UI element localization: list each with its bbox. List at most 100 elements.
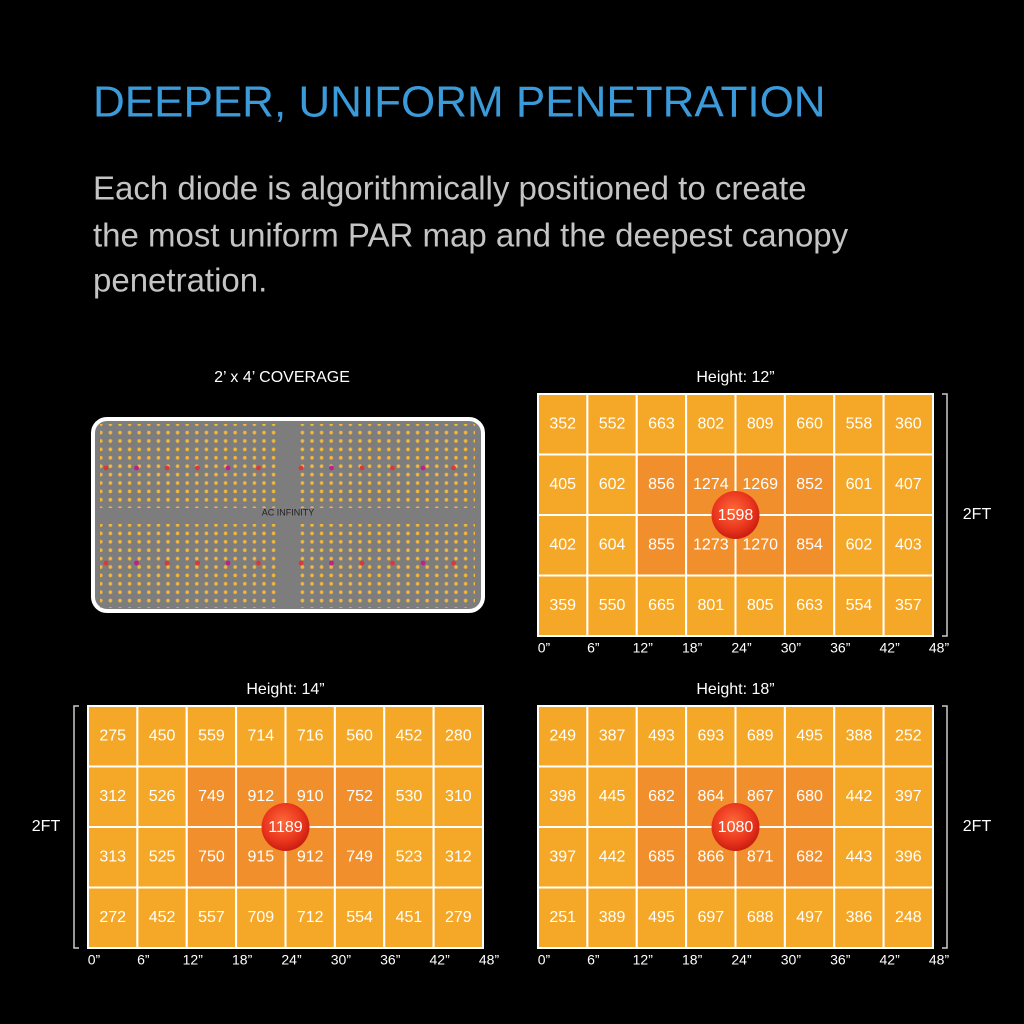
par-map: Height: 18” 249 387 493 693 689 495 388 252 398 44…	[537, 681, 991, 968]
cell-value: 360	[895, 415, 922, 432]
diode	[390, 465, 395, 471]
diode	[298, 465, 304, 471]
led-array	[297, 424, 475, 508]
cell-value: 397	[895, 788, 922, 805]
x-label: 24”	[281, 952, 302, 968]
map-cell	[333, 886, 386, 949]
cell-value: 680	[796, 788, 823, 805]
diode	[359, 560, 365, 566]
peak-marker	[711, 491, 760, 539]
description-line: the most uniform PAR map and the deepest…	[93, 217, 849, 254]
x-label: 48”	[929, 640, 950, 656]
led-array	[100, 524, 278, 608]
cell-value: 709	[247, 909, 274, 926]
map-cell	[783, 393, 836, 456]
cell-value: 442	[599, 848, 626, 865]
cell-value: 685	[648, 848, 675, 865]
map-cell	[783, 574, 836, 637]
cell-value: 249	[549, 727, 576, 744]
map-cell	[432, 705, 484, 768]
cell-value: 1273	[693, 536, 729, 553]
x-label: 0”	[538, 952, 551, 968]
cell-value: 682	[648, 788, 675, 805]
peak-marker	[711, 803, 760, 851]
map-cell	[537, 886, 589, 949]
map-cell	[87, 826, 139, 889]
light-panel: AC INFINITY	[91, 417, 485, 613]
cell-value: 280	[445, 727, 472, 744]
x-label: 24”	[731, 952, 752, 968]
map-cell	[833, 574, 885, 637]
cell-value: 389	[599, 909, 626, 926]
cell-value: 716	[297, 727, 324, 744]
cell-value: 1270	[742, 536, 778, 553]
cell-value: 912	[297, 848, 324, 865]
cell-value: 495	[796, 727, 823, 744]
x-label: 42”	[880, 952, 901, 968]
map-cell	[586, 393, 638, 456]
description-line: penetration.	[93, 262, 267, 299]
cell-value: 663	[796, 597, 823, 614]
cell-value: 450	[149, 727, 176, 744]
diode	[329, 560, 334, 566]
cell-value: 275	[99, 727, 126, 744]
x-label: 30”	[781, 640, 802, 656]
map-cell	[586, 886, 638, 949]
map-cell	[833, 705, 885, 768]
cell-value: 557	[198, 909, 225, 926]
cell-value: 854	[796, 536, 823, 553]
x-label: 6”	[137, 952, 150, 968]
cell-value: 357	[895, 597, 922, 614]
cell-value: 251	[549, 909, 576, 926]
diode	[359, 465, 365, 471]
cell-value: 550	[599, 597, 626, 614]
diode	[164, 560, 170, 566]
map-cell	[685, 886, 737, 949]
cell-value: 697	[697, 909, 724, 926]
map-cell	[635, 886, 688, 949]
map-cell	[882, 886, 934, 949]
cell-value: 530	[396, 788, 423, 805]
bracket	[73, 705, 79, 949]
cell-value: 445	[599, 788, 626, 805]
side-label: 2FT	[32, 818, 61, 835]
cell-value: 602	[599, 476, 626, 493]
cell-value: 749	[198, 788, 225, 805]
cell-value: 714	[247, 727, 274, 744]
cell-value: 604	[599, 536, 626, 553]
diode	[451, 465, 456, 471]
cell-value: 312	[445, 848, 472, 865]
x-label: 12”	[633, 952, 654, 968]
cell-value: 402	[549, 536, 576, 553]
cell-value: 912	[247, 788, 274, 805]
led-array	[100, 424, 278, 508]
map-cell	[833, 826, 885, 889]
x-label: 0”	[88, 952, 101, 968]
cell-value: 693	[697, 727, 724, 744]
cell-value: 497	[796, 909, 823, 926]
map-cell	[136, 886, 188, 949]
peak-value: 1189	[268, 819, 303, 836]
description-line: Each diode is algorithmically positioned…	[93, 170, 807, 207]
diode	[103, 560, 109, 566]
map-cell	[734, 574, 786, 637]
cell-value: 452	[396, 727, 423, 744]
cell-value: 682	[796, 848, 823, 865]
x-label: 36”	[380, 952, 401, 968]
title: DEEPER, UNIFORM PENETRATION	[93, 78, 826, 127]
cell-value: 558	[846, 415, 873, 432]
map-cell	[87, 705, 139, 768]
map-cell	[432, 886, 484, 949]
map-cell	[783, 826, 836, 889]
cell-value: 396	[895, 848, 922, 865]
map-cell	[333, 705, 386, 768]
cell-value: 272	[99, 909, 126, 926]
diode	[225, 560, 231, 566]
par-map: Height: 14” 275 450 559 714 716 560 452 280 312 52…	[32, 681, 500, 967]
cell-value: 809	[747, 415, 774, 432]
map-cell	[383, 826, 435, 889]
x-label: 36”	[830, 640, 851, 656]
cell-value: 554	[846, 597, 873, 614]
x-label: 42”	[430, 952, 451, 968]
